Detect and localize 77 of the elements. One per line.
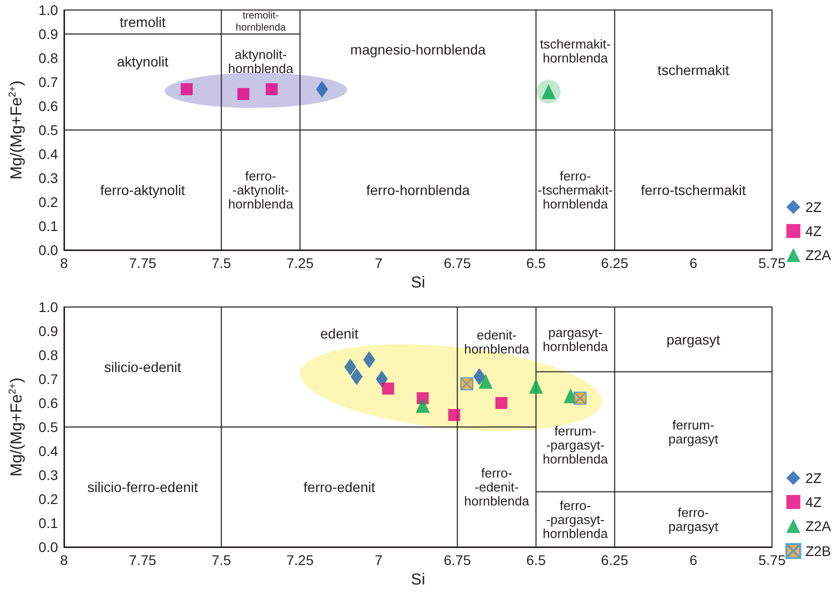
y-tick-label: 0.9: [38, 26, 58, 42]
legend-label: 2Z: [805, 470, 822, 486]
y-tick-label: 0.8: [38, 347, 58, 363]
x-tick-label: 5.75: [758, 255, 786, 271]
x-tick-label: 6.5: [526, 552, 546, 568]
y-tick-label: 0.0: [38, 539, 58, 555]
y-tick-label: 0.1: [38, 218, 58, 234]
annotation: ferrum- -pargasyt- hornblenda: [542, 424, 609, 466]
x-axis-title: Si: [410, 274, 426, 292]
annotation: silicio-edenit: [104, 359, 182, 375]
y-tick-label: 0.5: [38, 122, 58, 138]
annotation: ferro- -aktynolit- hornblenda: [228, 168, 294, 212]
annotation: silicio-ferro-edenit: [87, 479, 198, 495]
y-tick-label: 0.1: [38, 515, 58, 531]
annotation: ferrum- pargasyt: [668, 417, 719, 446]
y-tick-label: 0.4: [38, 146, 58, 162]
x-tick-label: 5.75: [758, 552, 786, 568]
annotation: ferro- -tschermakit- hornblenda: [538, 168, 613, 212]
x-tick-label: 6: [689, 552, 698, 568]
legend-label: 4Z: [805, 494, 822, 510]
x-tick-label: 7.25: [286, 255, 314, 271]
annotation: ferro- -pargasyt- hornblenda: [542, 498, 609, 541]
legend-label: 4Z: [805, 223, 822, 239]
x-axis-title: Si: [410, 571, 426, 588]
x-tick-label: 6.25: [601, 552, 629, 568]
annotation: tremolit- hornblenda: [236, 10, 286, 34]
legend-label: 2Z: [805, 199, 822, 215]
annotation: pargasyt: [666, 331, 720, 348]
y-axis-title: Mg/(Mg+Fe2+): [8, 80, 26, 180]
annotation: ferro- -edenit- hornblenda: [464, 466, 530, 508]
y-tick-label: 0.6: [38, 98, 58, 114]
legend-label: Z2A: [805, 518, 832, 534]
x-tick-label: 7.25: [286, 552, 314, 568]
x-tick-label: 7.5: [212, 255, 232, 271]
annotation: tschermakit- hornblenda: [540, 36, 611, 66]
annotation: ferro- pargasyt: [668, 504, 719, 534]
annotation: ferro-aktynolit: [100, 182, 186, 198]
annotation: ferro-edenit: [304, 479, 376, 495]
x-tick-label: 8: [60, 552, 68, 568]
annotation: edenit: [320, 325, 359, 342]
y-tick-label: 0.7: [38, 371, 58, 387]
annotation: pargasyt- hornblenda: [542, 324, 609, 354]
x-tick-label: 8: [60, 255, 68, 271]
annotation: edenit- hornblenda: [464, 327, 530, 356]
x-tick-label: 7: [374, 552, 383, 568]
y-tick-label: 1.0: [38, 299, 58, 315]
x-tick-label: 7.75: [129, 552, 157, 568]
y-axis-title: Mg/(Mg+Fe2+): [8, 378, 26, 476]
y-tick-label: 0.3: [38, 170, 58, 186]
x-tick-label: 7.75: [129, 255, 157, 271]
annotation: aktynolit- hornblenda: [228, 47, 294, 76]
y-tick-label: 0.8: [38, 50, 58, 66]
x-tick-label: 6.5: [526, 255, 546, 271]
x-tick-label: 7: [374, 255, 383, 271]
y-tick-label: 1.0: [38, 2, 58, 18]
x-tick-label: 6.75: [444, 255, 472, 271]
y-tick-label: 0.5: [38, 419, 58, 435]
x-tick-label: 7.5: [212, 552, 232, 568]
y-tick-label: 0.2: [38, 194, 58, 210]
y-tick-label: 0.2: [38, 491, 58, 507]
y-tick-label: 0.3: [38, 467, 58, 483]
annotation: aktynolit: [116, 54, 168, 70]
x-tick-label: 6.25: [601, 255, 629, 271]
y-tick-label: 0.9: [38, 323, 58, 339]
x-tick-label: 6: [689, 255, 698, 271]
annotation: tremolit: [120, 14, 166, 30]
y-tick-label: 0.7: [38, 74, 58, 90]
annotation: ferro-tschermakit: [640, 182, 746, 198]
legend-label: Z2A: [805, 247, 832, 263]
annotation: ferro-hornblenda: [366, 182, 470, 198]
legend-label: Z2B: [805, 543, 832, 559]
annotation: tschermakit: [658, 62, 730, 78]
y-tick-label: 0.4: [38, 443, 58, 459]
y-tick-label: 0.6: [38, 395, 58, 411]
x-tick-label: 6.75: [444, 552, 472, 568]
annotation: magnesio-hornblenda: [350, 42, 486, 58]
y-tick-label: 0.0: [38, 242, 58, 258]
